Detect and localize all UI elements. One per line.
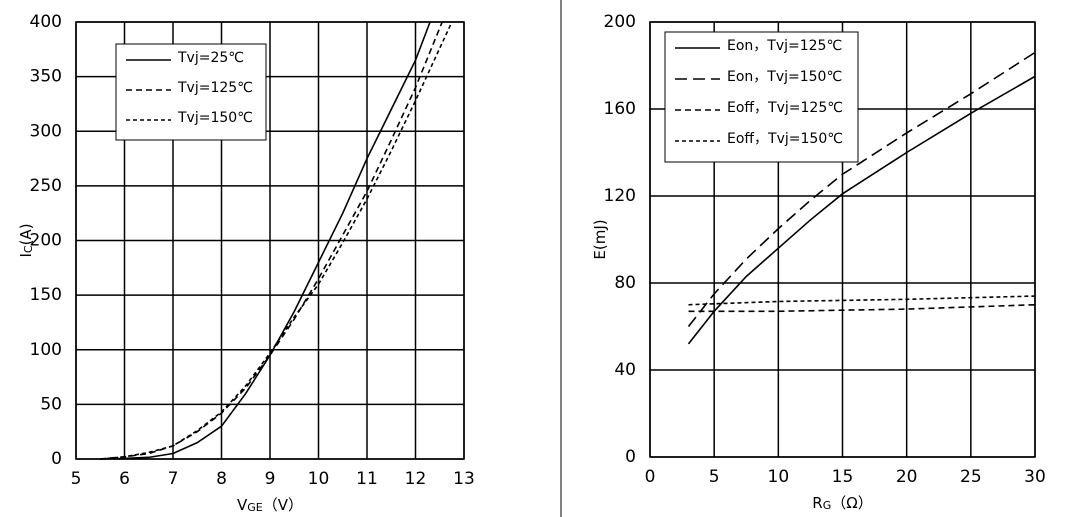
y-tick-label: 100	[30, 340, 62, 360]
data-line	[100, 21, 453, 460]
x-axis-label-part: R	[812, 494, 822, 512]
data-line	[687, 75, 1036, 345]
y-tick-label: 300	[30, 121, 62, 141]
legend-label: Eoff，Tvj=125℃	[727, 100, 843, 116]
x-axis-label-part: GE	[247, 501, 263, 514]
y-tick-label: 160	[604, 99, 636, 119]
y-tick-label: 50	[40, 394, 62, 414]
data-line	[688, 295, 1036, 306]
y-axis-label-part: I	[17, 253, 35, 257]
data-line	[687, 51, 1036, 327]
x-tick-label: 10	[308, 469, 330, 489]
data-line	[688, 303, 1036, 313]
x-tick-label: 15	[832, 467, 854, 487]
x-axis-label-part: （Ω）	[831, 494, 872, 512]
x-tick-label: 13	[453, 469, 475, 489]
y-tick-label: 400	[30, 12, 62, 32]
x-tick-label: 0	[645, 467, 656, 487]
y-axis-label-part: E(mJ)	[591, 219, 609, 259]
legend-label: Tvj=125℃	[177, 80, 253, 96]
y-tick-label: 150	[30, 285, 62, 305]
x-tick-label: 10	[768, 467, 790, 487]
x-axis-label-part: （V）	[263, 496, 303, 514]
x-axis-label: VGE（V）	[237, 496, 303, 515]
y-tick-label: 350	[30, 67, 62, 87]
x-tick-label: 25	[960, 467, 982, 487]
data-line	[100, 21, 431, 460]
legend-label: Tvj=150℃	[177, 110, 253, 126]
x-tick-label: 5	[71, 469, 82, 489]
x-tick-label: 5	[709, 467, 720, 487]
y-axis-label: IC(A)	[17, 223, 36, 257]
legend-label: Eon，Tvj=150℃	[727, 69, 842, 85]
plot-frame	[649, 21, 1036, 458]
legend-label: Eon，Tvj=125℃	[727, 38, 842, 54]
legend-label: Eoff，Tvj=150℃	[727, 131, 843, 147]
y-tick-label: 200	[604, 12, 636, 32]
x-tick-label: 9	[265, 469, 276, 489]
x-tick-label: 20	[896, 467, 918, 487]
plot-frame	[75, 21, 465, 460]
y-tick-label: 0	[625, 447, 636, 467]
x-tick-label: 6	[119, 469, 130, 489]
legend-label: Tvj=25℃	[177, 50, 244, 66]
x-tick-label: 7	[168, 469, 179, 489]
y-axis-label-part: (A)	[17, 223, 35, 245]
x-tick-label: 30	[1024, 467, 1046, 487]
y-tick-label: 250	[30, 176, 62, 196]
x-tick-label: 12	[405, 469, 427, 489]
y-tick-label: 80	[614, 273, 636, 293]
y-tick-label: 200	[30, 231, 62, 251]
x-tick-label: 11	[356, 469, 378, 489]
y-tick-label: 120	[604, 186, 636, 206]
y-tick-label: 0	[51, 449, 62, 469]
x-tick-label: 8	[216, 469, 227, 489]
x-axis-label-part: V	[237, 496, 248, 514]
x-axis-label: RG（Ω）	[812, 494, 872, 513]
y-tick-label: 40	[614, 360, 636, 380]
y-axis-label-part: C	[22, 245, 35, 253]
y-axis-label: E(mJ)	[591, 219, 609, 259]
x-axis-label-part: G	[823, 499, 832, 512]
